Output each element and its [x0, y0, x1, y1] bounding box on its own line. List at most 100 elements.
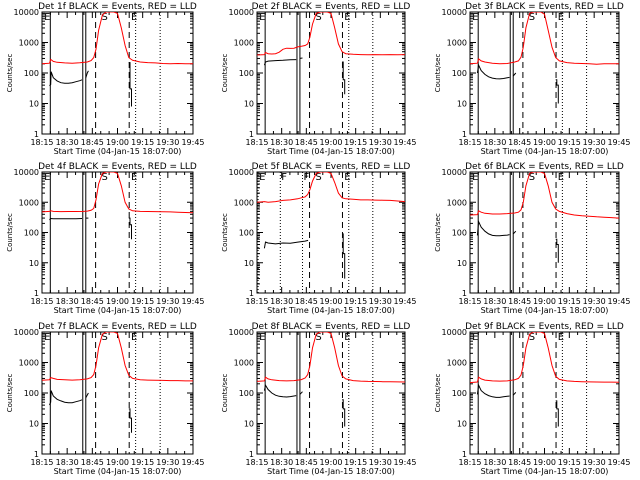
series-events-line [512, 72, 517, 77]
series-events-line [555, 79, 559, 104]
mode-label: F [281, 172, 287, 183]
panel-title: Det 7f BLACK = Events, RED = LLD [38, 322, 197, 332]
series-events-line [128, 408, 132, 433]
x-tick-label: 18:45 [508, 138, 531, 147]
x-tick-label: 19:00 [533, 297, 556, 306]
x-tick-label: 19:30 [583, 138, 606, 147]
series-events-line [476, 219, 510, 237]
panel-7: Det 7f BLACK = Events, RED = LLD 1 10 100 10… [6, 322, 205, 476]
y-tick-label: 1000 [447, 198, 467, 207]
mode-label: S [102, 332, 108, 343]
y-axis-label: Counts/sec [6, 374, 14, 413]
y-tick-label: 10 [244, 420, 254, 429]
y-tick-label: 100 [239, 69, 254, 78]
series-group [257, 332, 405, 427]
plot-frame [256, 11, 406, 135]
x-tick-label: 18:15 [245, 458, 268, 467]
y-tick-label: 10000 [442, 328, 467, 337]
y-tick-label: 100 [24, 389, 39, 398]
mode-label: E [259, 12, 265, 23]
series-group [257, 12, 405, 95]
x-axis-label: Start Time (04-Jan-15 18:07:00) [54, 467, 182, 476]
x-tick-label: 19:45 [607, 458, 630, 467]
panel-6: Det 6f BLACK = Events, RED = LLD 1 10 100 10… [434, 162, 631, 315]
series-lld-line [42, 332, 193, 382]
plot-frame [469, 171, 620, 294]
y-tick-label: 1000 [234, 359, 254, 368]
y-tick-label: 1 [462, 289, 467, 298]
y-axis-label: Counts/sec [434, 213, 442, 252]
y-tick-label: 10000 [442, 168, 467, 177]
mode-label: S [315, 332, 321, 343]
y-tick-label: 1000 [19, 39, 39, 48]
x-axis-label: Start Time (04-Jan-15 18:07:00) [481, 306, 609, 315]
y-tick-label: 10 [457, 420, 467, 429]
x-tick-label: 19:00 [319, 458, 342, 467]
y-tick-label: 10 [457, 259, 467, 268]
series-events-line [342, 399, 346, 427]
series-events-line [476, 63, 510, 80]
x-tick-label: 18:15 [458, 458, 481, 467]
x-tick-label: 19:00 [319, 297, 342, 306]
x-tick-label: 19:00 [533, 138, 556, 147]
x-tick-label: 19:15 [344, 297, 367, 306]
y-tick-label: 1000 [19, 198, 39, 207]
panel-5: Det 5f BLACK = Events, RED = LLD 1 10 100 10… [221, 162, 417, 315]
x-tick-label: 19:45 [181, 297, 204, 306]
y-tick-label: 100 [24, 69, 39, 78]
y-tick-label: 1 [462, 130, 467, 139]
y-tick-label: 10 [457, 100, 467, 109]
mode-label: S [529, 172, 535, 183]
x-tick-label: 19:30 [369, 138, 392, 147]
x-tick-label: 19:30 [583, 458, 606, 467]
x-tick-label: 18:15 [30, 138, 53, 147]
x-tick-label: 19:30 [369, 297, 392, 306]
y-tick-label: 10 [29, 259, 39, 268]
x-tick-label: 19:00 [106, 138, 129, 147]
mode-label: E [472, 332, 478, 343]
x-tick-label: 18:15 [245, 138, 268, 147]
series-lld-line [257, 172, 405, 203]
panel-title: Det 4f BLACK = Events, RED = LLD [38, 162, 197, 172]
y-axis-label: Counts/sec [6, 54, 14, 93]
x-tick-label: 19:00 [106, 458, 129, 467]
panel-title: Det 8f BLACK = Events, RED = LLD [252, 322, 411, 332]
panel-title: Det 5f BLACK = Events, RED = LLD [252, 162, 411, 172]
x-tick-label: 19:00 [106, 297, 129, 306]
series-lld-line [470, 332, 619, 384]
panel-8: Det 8f BLACK = Events, RED = LLD 1 10 100 10… [221, 322, 417, 476]
x-tick-label: 19:45 [181, 138, 204, 147]
mode-label: E [44, 332, 50, 343]
series-events-line [342, 233, 346, 279]
series-events-line [263, 239, 309, 249]
series-events-line [512, 230, 517, 235]
mode-label: E [558, 172, 564, 183]
y-axis-label: Counts/sec [434, 374, 442, 413]
x-tick-label: 19:15 [131, 458, 154, 467]
x-axis-label: Start Time (04-Jan-15 18:07:00) [54, 306, 182, 315]
series-events-line [299, 391, 303, 395]
panel-4: Det 4f BLACK = Events, RED = LLD 1 10 100 10… [6, 162, 205, 315]
x-tick-label: 18:15 [30, 297, 53, 306]
series-events-line [128, 62, 132, 107]
mode-label: E [44, 172, 50, 183]
x-tick-label: 19:30 [156, 297, 179, 306]
series-lld-line [42, 12, 193, 65]
y-axis-label: Counts/sec [6, 213, 14, 252]
x-tick-label: 19:45 [393, 138, 416, 147]
plot-frame [256, 171, 406, 294]
mode-label: E [259, 172, 265, 183]
series-events-line [85, 70, 89, 78]
x-tick-label: 18:45 [508, 297, 531, 306]
panel-9: Det 9f BLACK = Events, RED = LLD 1 10 100 10… [434, 322, 631, 476]
x-tick-label: 18:45 [81, 297, 104, 306]
y-tick-label: 10 [29, 420, 39, 429]
series-group [470, 332, 619, 427]
panel-title: Det 6f BLACK = Events, RED = LLD [465, 162, 624, 172]
x-axis-label: Start Time (04-Jan-15 18:07:00) [481, 147, 609, 156]
x-tick-label: 18:15 [30, 458, 53, 467]
series-events-line [49, 217, 83, 221]
x-tick-label: 19:00 [319, 138, 342, 147]
plot-frame [469, 11, 620, 135]
series-events-line [263, 383, 297, 398]
